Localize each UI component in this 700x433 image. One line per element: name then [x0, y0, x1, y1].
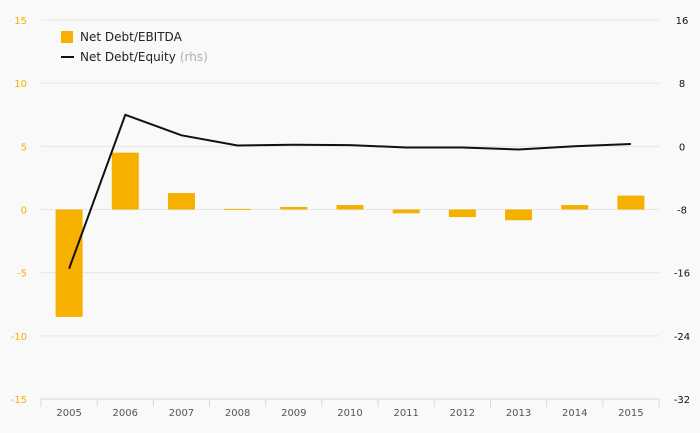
x-tick-label: 2014	[562, 408, 587, 419]
x-tick-label: 2005	[56, 408, 81, 419]
left-tick-label: 5	[21, 142, 27, 153]
right-tick-label: -24	[674, 332, 690, 343]
bar	[505, 209, 533, 221]
right-tick-label: -8	[677, 206, 687, 217]
bar	[561, 205, 589, 210]
bar	[111, 152, 139, 210]
bar	[167, 193, 195, 210]
bar	[280, 206, 308, 210]
x-tick-label: 2012	[450, 408, 475, 419]
left-tick-label: 0	[21, 206, 27, 217]
legend-item-bar: Net Debt/EBITDA	[60, 27, 208, 47]
series-line	[68, 113, 631, 270]
left-tick-label: -15	[11, 395, 27, 406]
left-tick-label: -10	[11, 332, 27, 343]
legend-rhs-note: (rhs)	[179, 50, 208, 64]
x-tick-label: 2008	[225, 408, 250, 419]
bar	[617, 195, 645, 210]
right-tick-label: 16	[676, 16, 689, 27]
right-tick-label: 0	[679, 142, 685, 153]
x-axis: 2005 2006 2007 2008 2009 2010 2011 2012 2013 2014…	[40, 398, 660, 419]
right-axis: 16 8 0 -8 -16 -24 -32	[674, 16, 690, 406]
line-series	[68, 113, 631, 270]
x-tick-label: 2013	[506, 408, 531, 419]
bar	[224, 208, 252, 210]
legend-line-label: Net Debt/Equity	[80, 50, 176, 64]
x-tick-label: 2010	[337, 408, 362, 419]
bar	[448, 209, 476, 218]
legend-item-line: Net Debt/Equity (rhs)	[60, 47, 208, 67]
legend-bar-label: Net Debt/EBITDA	[80, 30, 182, 44]
left-tick-label: -5	[17, 269, 27, 280]
x-tick-label: 2011	[393, 408, 418, 419]
bar	[336, 205, 364, 210]
left-axis: 15 10 5 0 -5 -10 -15	[11, 16, 27, 406]
bar	[392, 209, 420, 214]
x-tick-label: 2009	[281, 408, 306, 419]
right-tick-label: 8	[679, 79, 685, 90]
left-tick-label: 10	[14, 79, 27, 90]
legend: Net Debt/EBITDA Net Debt/Equity (rhs)	[60, 27, 208, 67]
x-tick-label: 2015	[618, 408, 643, 419]
x-tick-label: 2006	[113, 408, 138, 419]
legend-line-swatch	[61, 56, 74, 58]
legend-bar-swatch	[61, 31, 73, 43]
left-tick-label: 15	[14, 16, 27, 27]
bar	[55, 209, 83, 317]
bar-series	[55, 152, 645, 317]
right-tick-label: -16	[674, 269, 690, 280]
right-tick-label: -32	[674, 395, 690, 406]
x-tick-label: 2007	[169, 408, 194, 419]
